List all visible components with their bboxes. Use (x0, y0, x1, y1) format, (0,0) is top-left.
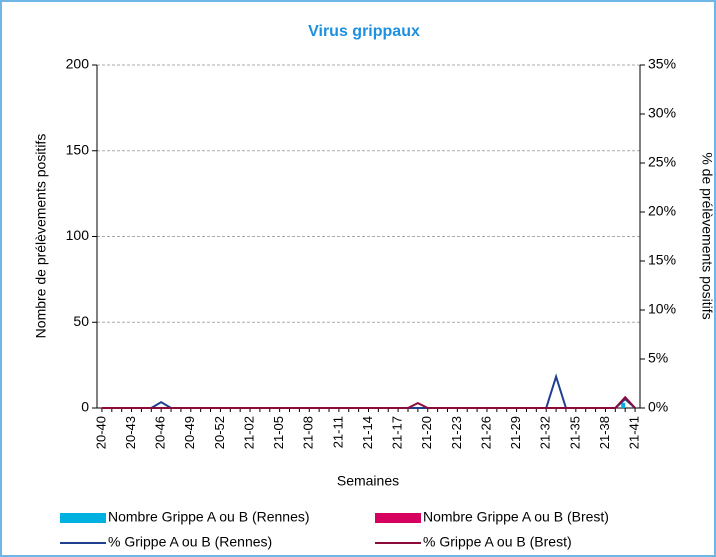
x-tick-label: 21-20 (419, 416, 434, 449)
x-tick-label: 21-32 (538, 416, 553, 449)
x-tick-label: 21-17 (390, 416, 405, 449)
y2-tick-label: 5% (648, 350, 668, 366)
y-tick-label: 200 (66, 56, 90, 72)
x-axis-title: Semaines (337, 473, 399, 489)
y-tick-label: 150 (66, 141, 90, 157)
x-tick-label: 20-43 (123, 416, 138, 449)
x-tick-label: 21-14 (360, 416, 375, 449)
y2-tick-label: 0% (648, 399, 668, 415)
x-tick-label: 21-02 (241, 416, 256, 449)
x-tick-label: 20-49 (182, 416, 197, 449)
legend-label: Nombre Grippe A ou B (Rennes) (108, 509, 310, 525)
y-tick-label: 50 (73, 313, 89, 329)
y2-axis-title: % de prélèvements positifs (699, 152, 715, 319)
x-tick-label: 21-35 (567, 416, 582, 449)
y2-tick-label: 30% (648, 105, 676, 121)
legend-swatch (60, 513, 106, 523)
legend-swatch (375, 513, 421, 523)
y2-tick-label: 35% (648, 56, 676, 72)
x-tick-label: 21-29 (508, 416, 523, 449)
y2-tick-label: 20% (648, 203, 676, 219)
legend-label: % Grippe A ou B (Brest) (423, 534, 572, 550)
y2-tick-label: 25% (648, 154, 676, 170)
x-tick-label: 21-38 (597, 416, 612, 449)
x-tick-label: 21-23 (449, 416, 464, 449)
x-tick-label: 21-05 (271, 416, 286, 449)
x-tick-label: 21-41 (627, 416, 642, 449)
x-tick-label: 21-08 (301, 416, 316, 449)
x-tick-label: 20-40 (93, 416, 108, 449)
x-tick-label: 20-52 (212, 416, 227, 449)
legend-label: Nombre Grippe A ou B (Brest) (423, 509, 609, 525)
y-tick-label: 100 (66, 227, 90, 243)
y2-tick-label: 10% (648, 301, 676, 317)
x-tick-label: 21-26 (478, 416, 493, 449)
x-tick-label: 21-11 (330, 416, 345, 448)
chart-title: Virus grippaux (308, 23, 420, 40)
y-axis-title: Nombre de prélèvements positifs (33, 134, 49, 339)
bar (621, 402, 626, 408)
y-tick-label: 0 (81, 399, 89, 415)
line (101, 395, 636, 409)
y2-tick-label: 15% (648, 252, 676, 268)
legend-label: % Grippe A ou B (Rennes) (108, 534, 272, 550)
x-tick-label: 20-46 (153, 416, 168, 449)
